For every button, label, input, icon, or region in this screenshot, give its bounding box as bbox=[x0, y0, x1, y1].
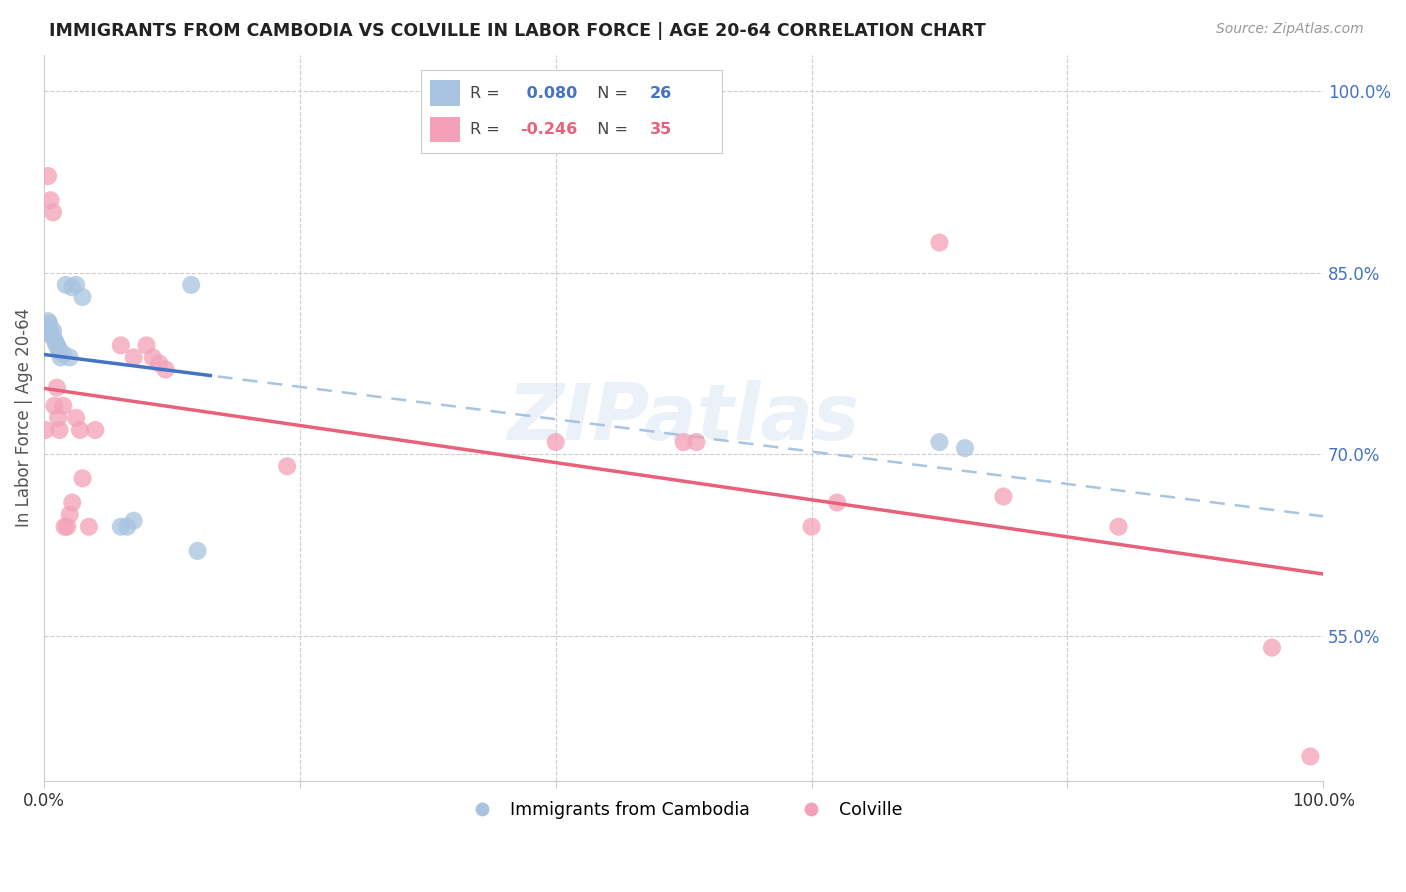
Point bbox=[800, 519, 823, 533]
Legend: Immigrants from Cambodia, Colville: Immigrants from Cambodia, Colville bbox=[458, 795, 910, 826]
Point bbox=[42, 324, 65, 338]
Text: ZIPatlas: ZIPatlas bbox=[508, 380, 859, 456]
Point bbox=[276, 459, 298, 474]
Point bbox=[110, 519, 132, 533]
Point bbox=[180, 277, 202, 292]
Point bbox=[44, 399, 66, 413]
Point bbox=[45, 381, 67, 395]
Point bbox=[187, 544, 209, 558]
Text: IMMIGRANTS FROM CAMBODIA VS COLVILLE IN LABOR FORCE | AGE 20-64 CORRELATION CHAR: IMMIGRANTS FROM CAMBODIA VS COLVILLE IN … bbox=[49, 22, 986, 40]
Point bbox=[42, 205, 65, 219]
Point bbox=[142, 351, 165, 365]
Point bbox=[72, 471, 94, 485]
Text: Source: ZipAtlas.com: Source: ZipAtlas.com bbox=[1216, 22, 1364, 37]
Point bbox=[1261, 640, 1284, 655]
Point bbox=[48, 344, 70, 359]
Point bbox=[45, 335, 67, 350]
Point bbox=[52, 399, 75, 413]
Point bbox=[825, 495, 848, 509]
Point bbox=[46, 410, 69, 425]
Point bbox=[39, 326, 62, 341]
Point bbox=[56, 519, 79, 533]
Point bbox=[60, 495, 83, 509]
Point bbox=[39, 193, 62, 207]
Point bbox=[34, 326, 56, 341]
Point bbox=[59, 508, 82, 522]
Point bbox=[49, 351, 72, 365]
Point bbox=[38, 317, 60, 331]
Point bbox=[59, 351, 82, 365]
Point bbox=[672, 435, 695, 450]
Point bbox=[53, 519, 76, 533]
Point bbox=[1299, 749, 1322, 764]
Point bbox=[155, 362, 177, 376]
Point bbox=[37, 169, 59, 183]
Point bbox=[953, 441, 976, 455]
Point bbox=[44, 332, 66, 346]
Point bbox=[135, 338, 157, 352]
Point bbox=[77, 519, 100, 533]
Y-axis label: In Labor Force | Age 20-64: In Labor Force | Age 20-64 bbox=[15, 309, 32, 527]
Point bbox=[148, 356, 170, 370]
Point bbox=[69, 423, 91, 437]
Point bbox=[48, 423, 70, 437]
Point bbox=[34, 423, 56, 437]
Point bbox=[65, 410, 87, 425]
Point bbox=[544, 435, 567, 450]
Point bbox=[45, 338, 67, 352]
Point bbox=[122, 514, 145, 528]
Point bbox=[52, 347, 75, 361]
Point bbox=[35, 320, 58, 334]
Point bbox=[72, 290, 94, 304]
Point bbox=[55, 277, 77, 292]
Point bbox=[46, 341, 69, 355]
Point bbox=[110, 338, 132, 352]
Point bbox=[65, 277, 87, 292]
Point bbox=[117, 519, 139, 533]
Point bbox=[60, 280, 83, 294]
Point bbox=[928, 235, 950, 250]
Point bbox=[122, 351, 145, 365]
Point bbox=[41, 326, 63, 341]
Point bbox=[685, 435, 707, 450]
Point bbox=[37, 314, 59, 328]
Point bbox=[1108, 519, 1130, 533]
Point bbox=[928, 435, 950, 450]
Point bbox=[84, 423, 107, 437]
Point bbox=[993, 490, 1015, 504]
